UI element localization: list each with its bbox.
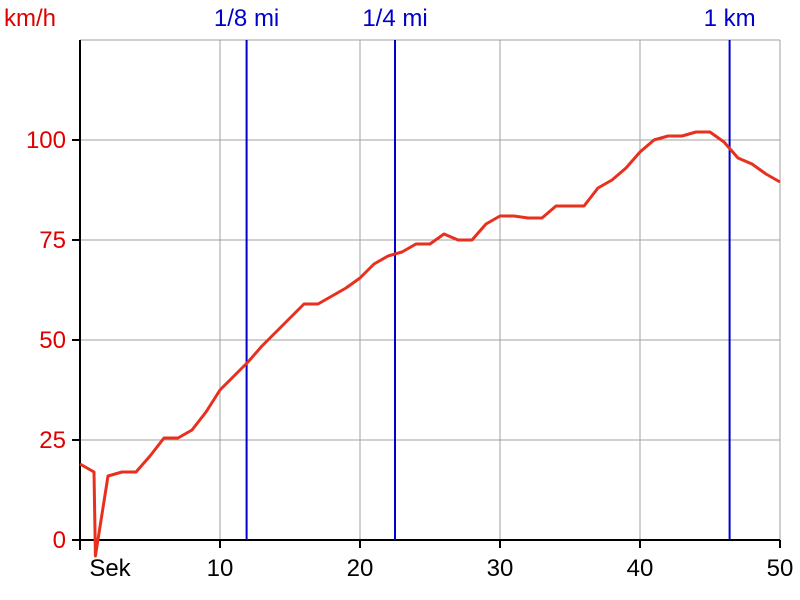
y-tick-label: 0 [53, 527, 66, 554]
grid [80, 39, 781, 540]
tick-labels: 0 25 50 75 100 10 20 30 40 50 [26, 127, 793, 582]
series-layer [79, 130, 781, 558]
x-tick-label: 30 [487, 555, 514, 582]
distance-markers: 1/8 mi 1/4 mi 1 km [214, 5, 756, 540]
y-tick-label: 25 [39, 427, 66, 454]
distance-marker-label: 1 km [704, 5, 756, 32]
y-tick-label: 100 [26, 127, 66, 154]
x-axis-label: Sek [89, 555, 131, 582]
y-tick-label: 50 [39, 327, 66, 354]
x-tick-label: 10 [207, 555, 234, 582]
x-tick-label: 20 [347, 555, 374, 582]
distance-marker-label: 1/8 mi [214, 5, 279, 32]
y-tick-label: 75 [39, 227, 66, 254]
distance-marker-label: 1/4 mi [362, 5, 427, 32]
x-tick-label: 40 [627, 555, 654, 582]
x-tick-label: 50 [767, 555, 794, 582]
axes [72, 40, 781, 550]
speed-series-line [79, 130, 781, 558]
y-axis-label: km/h [4, 5, 56, 32]
